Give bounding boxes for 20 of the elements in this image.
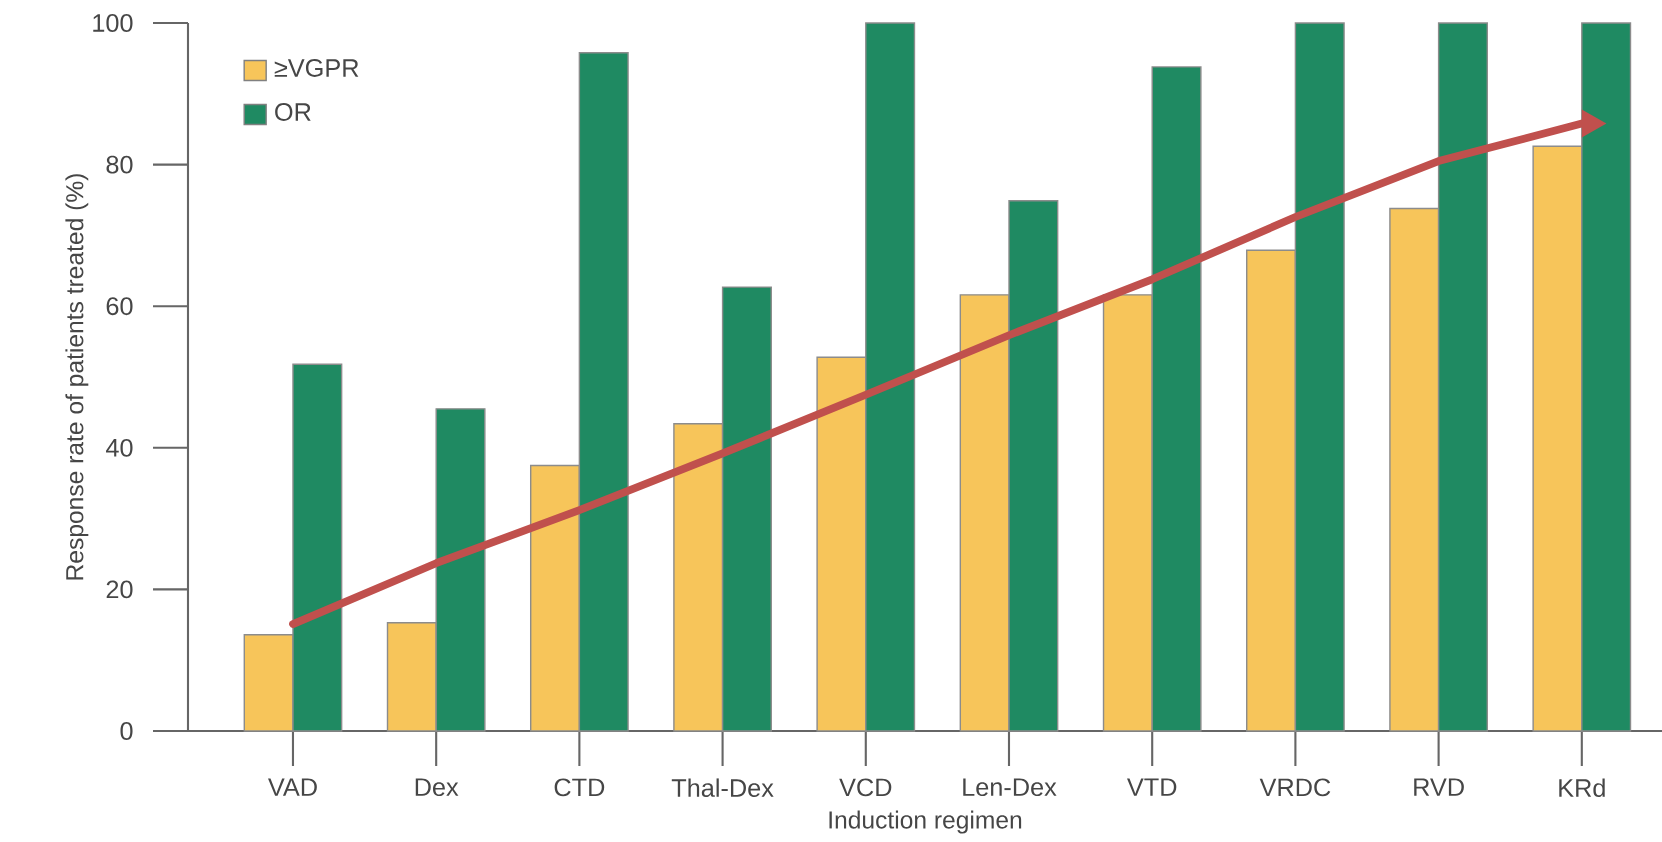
legend-label: ≥VGPR [274, 59, 359, 77]
y-tick-label: 80 [106, 155, 133, 174]
x-tick-label: RVD [1414, 778, 1464, 796]
y-tick-label: 40 [106, 438, 133, 457]
x-tick-label: VTD [1127, 778, 1177, 796]
x-tick-label: KRd [1559, 778, 1605, 797]
x-tick-label: Thal-Dex [671, 778, 774, 797]
x-tick-label: VAD [268, 778, 317, 796]
y-tick-label: 20 [106, 580, 133, 599]
x-tick-label: Len-Dex [963, 778, 1057, 797]
y-tick-label: 60 [106, 297, 133, 316]
y-tick-label: 100 [93, 14, 133, 32]
x-tick-label: CTD [554, 778, 605, 797]
y-axis-title: Response rate of patients treated (%) [65, 174, 89, 580]
x-tick-label: Dex [415, 778, 459, 797]
x-tick-label: VRDC [1259, 778, 1331, 797]
legend-label: OR [275, 103, 311, 121]
x-tick-label: VCD [839, 778, 892, 797]
y-tick-label: 0 [120, 722, 133, 740]
x-axis-title: Induction regimen [829, 810, 1022, 834]
